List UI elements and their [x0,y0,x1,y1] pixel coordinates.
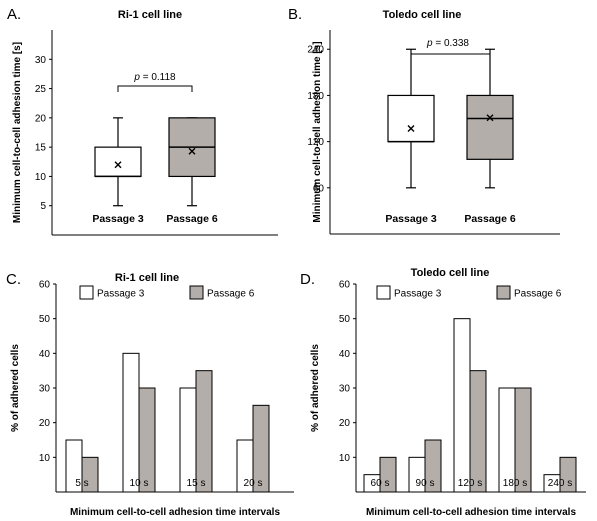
panel-letter-c: C. [6,271,21,288]
chart-c-legend-label: Passage 3 [97,289,145,300]
chart-d-legend-label: Passage 3 [394,289,442,300]
chart-a-p-symbol: p [133,72,140,83]
chart-b-box [466,94,514,160]
chart-d-legend-swatch [376,285,391,300]
chart-a-y-tick-label: 5 [40,201,46,212]
chart-c-bar [81,456,99,493]
chart-a-mean-marker [188,147,196,155]
chart-c-x-axis-label: Minimum cell-to-cell adhesion time inter… [70,507,280,518]
chart-d-y-tick-label: 20 [339,418,351,429]
chart-c-y-tick-label: 40 [39,349,51,360]
chart-c-bar [138,387,156,493]
chart-d-bar-chart: Toledo cell line 10 20 30 40 50 60 % of adhered… [310,267,586,518]
chart-c-category-label: 15 s [187,478,206,489]
chart-d-y-tick-label: 60 [339,280,351,291]
chart-b-p-value: p = 0.338 [426,38,469,49]
chart-d-category-label: 120 s [458,478,482,489]
chart-b-y-axis-label: Minimum cell-to-cell adhesion time [s] [312,41,323,222]
chart-d-y-tick-label: 50 [339,314,351,325]
chart-a-y-tick-label: 15 [35,143,47,154]
panel-letter-a: A. [7,6,21,23]
chart-d-y-tick-label: 10 [339,453,351,464]
chart-d-y-axis-label: % of adhered cells [310,344,321,432]
chart-c-y-tick-label: 30 [39,384,51,395]
chart-d-bar [559,456,577,493]
chart-b-y-tick-label: 120 [307,137,324,148]
chart-c-bar [122,352,140,493]
chart-b-category-label: Passage 3 [385,213,437,225]
chart-b-mean-marker [486,114,494,122]
chart-a-category-label: Passage 3 [92,213,144,225]
chart-c-bar-chart: Ri-1 cell line 10 20 30 40 50 60 % of adhered c… [10,272,294,518]
chart-a-significance-bracket [117,85,193,92]
chart-c-y-tick-label: 20 [39,418,51,429]
chart-d-category-label: 180 s [503,478,527,489]
chart-b-y-tick-label: 60 [313,183,325,194]
chart-a-box-plot: Ri-1 cell line 5 10 15 20 25 30 Minimum cell-to… [12,9,278,236]
chart-d-y-tick-label: 30 [339,384,351,395]
chart-b-box [387,94,435,143]
chart-a-mean-marker [114,161,122,169]
chart-b-y-tick-label: 180 [307,91,324,102]
chart-c-bar [179,387,197,493]
chart-b-p-symbol: p [426,38,433,49]
chart-d-bar [469,370,487,493]
chart-a-y-tick-label: 25 [35,84,47,95]
chart-d-x-axis-label: Minimum cell-to-cell adhesion time inter… [366,507,576,518]
chart-a-y-tick-label: 20 [35,113,47,124]
chart-c-category-label: 20 s [244,478,263,489]
chart-d-title: Toledo cell line [411,267,490,279]
chart-d-bar [514,387,532,493]
chart-d-bar [424,439,442,493]
chart-b-p-number: = 0.338 [433,38,470,49]
chart-a-y-tick-label: 30 [35,55,47,66]
chart-a-y-axis-label: Minimum cell-to-cell adhesion time [s] [12,42,23,223]
chart-c-title: Ri-1 cell line [115,272,179,284]
chart-a-p-number: = 0.118 [140,72,176,83]
chart-b-title: Toledo cell line [383,9,462,21]
chart-d-category-label: 90 s [416,478,435,489]
chart-a-y-tick-label: 10 [35,172,47,183]
chart-c-legend-label: Passage 6 [207,289,255,300]
chart-a-p-value: p = 0.118 [133,72,176,83]
chart-c-y-tick-label: 60 [39,280,51,291]
chart-d-category-label: 240 s [548,478,572,489]
chart-c-category-label: 5 s [75,478,88,489]
chart-c-bar [195,370,213,493]
chart-c-category-label: 10 s [130,478,149,489]
chart-b-significance-bracket [410,53,491,61]
chart-c-legend-swatch [79,285,94,300]
chart-c-legend-swatch [189,285,204,300]
chart-a-title: Ri-1 cell line [118,9,182,21]
chart-b-category-label: Passage 6 [464,213,516,225]
chart-d-bar [379,456,397,493]
chart-d-legend-swatch [496,285,511,300]
chart-c-y-tick-label: 50 [39,314,51,325]
chart-d-category-label: 60 s [371,478,390,489]
panel-letter-d: D. [300,271,315,288]
panel-letter-b: B. [288,6,302,23]
chart-d-bar [453,318,471,493]
chart-d-y-tick-label: 40 [339,349,351,360]
chart-c-y-axis-label: % of adhered cells [10,344,21,432]
chart-b-y-tick-label: 240 [307,45,324,56]
chart-a-category-label: Passage 6 [166,213,218,225]
chart-d-legend-label: Passage 6 [514,289,562,300]
chart-a-box [94,146,142,178]
chart-c-bar [252,404,270,493]
chart-c-y-tick-label: 10 [39,453,51,464]
chart-b-mean-marker [407,125,415,133]
chart-d-bar [498,387,516,493]
